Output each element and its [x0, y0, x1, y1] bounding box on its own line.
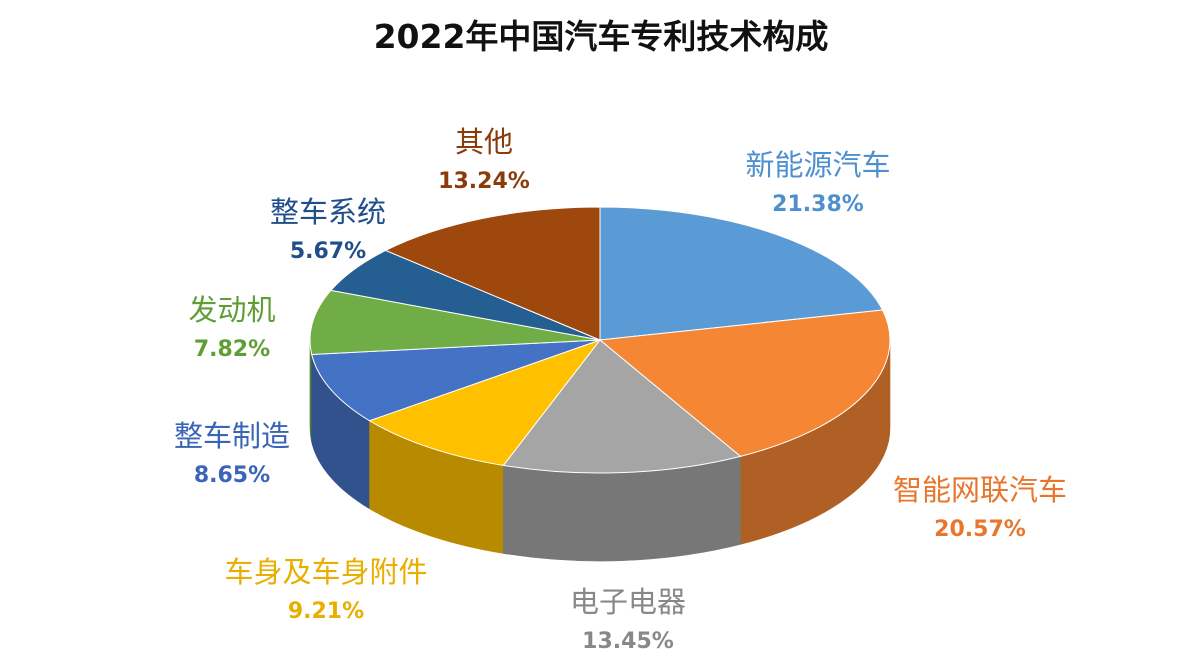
slice-7: [384, 206, 601, 341]
slice-value-1: 20.57%: [934, 517, 1026, 542]
slice-value-4: 8.65%: [194, 463, 270, 488]
slice-value-0: 21.38%: [772, 192, 864, 217]
pie-tops: [309, 206, 891, 474]
slice-label-3: 车身及车身附件: [224, 555, 427, 589]
slice-label-5: 发动机: [188, 293, 275, 327]
slice-value-3: 9.21%: [288, 599, 364, 624]
slice-0: [599, 206, 884, 341]
slice-value-2: 13.45%: [582, 629, 674, 654]
slice-value-6: 5.67%: [290, 239, 366, 264]
slice-label-4: 整车制造: [174, 419, 290, 453]
slice-5: [309, 289, 601, 355]
slice-3: [368, 338, 602, 466]
slice-label-1: 智能网联汽车: [893, 473, 1067, 507]
slice-label-0: 新能源汽车: [745, 148, 890, 182]
slice-label-6: 整车系统: [270, 195, 386, 229]
slice-4: [311, 339, 601, 422]
pie-sides: [309, 339, 891, 562]
chart-title: 2022年中国汽车专利技术构成: [373, 17, 829, 56]
slice-label-2: 电子电器: [570, 585, 686, 619]
slice-2: [502, 339, 742, 474]
pie-labels: 新能源汽车 21.38% 智能网联汽车 20.57% 电子电器 13.45% 车身及车身附件…: [174, 125, 1067, 654]
slice-label-7: 其他: [455, 125, 513, 159]
slice-1: [598, 309, 891, 457]
slice-value-5: 7.82%: [194, 337, 270, 362]
slice-value-7: 13.24%: [438, 169, 530, 194]
